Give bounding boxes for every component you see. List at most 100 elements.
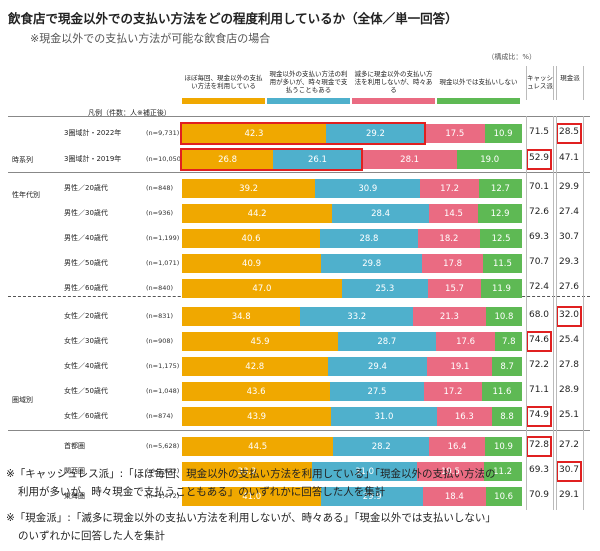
cashless-value: 72.6 (528, 207, 550, 217)
bar-segment: 28.8 (320, 229, 418, 248)
bar-segment: 45.9 (182, 332, 339, 351)
row-label: 男性／40歳代 (64, 234, 108, 242)
legend-item-2: 現金以外の支払い方法の利用が多いが、時々現金で支払うこともある (267, 66, 350, 104)
bar-segment: 16.3 (436, 407, 493, 426)
row-n: (n=908) (146, 337, 174, 345)
bar-segment: 43.9 (182, 407, 332, 426)
cash-value: 32.0 (558, 310, 580, 320)
row-n: (n=1,048) (146, 387, 180, 395)
bar-segment: 11.6 (482, 382, 522, 401)
bar-segment: 28.4 (332, 204, 429, 223)
cashless-value: 71.1 (528, 385, 550, 395)
bar-segment: 17.5 (425, 124, 485, 143)
footnote-1a: ※「キャッシュレス派」:「ほぼ毎回、現金以外の支払い方法を利用している」「現金以… (6, 468, 496, 480)
bar-segment: 42.8 (182, 357, 328, 376)
row-n: (n=1,175) (146, 362, 180, 370)
bar-segment: 44.5 (182, 437, 334, 456)
row-n: (n=936) (146, 209, 174, 217)
cashless-value: 70.9 (528, 490, 550, 500)
row-n: (n=5,628) (146, 442, 180, 450)
bar-segment: 8.8 (492, 407, 522, 426)
legend-item-3: 滅多に現金以外の支払い方法を利用しないが、時々ある (352, 66, 435, 104)
cash-value: 28.5 (558, 127, 580, 137)
bar-segment: 17.2 (420, 179, 479, 198)
bar-segment: 29.4 (327, 357, 428, 376)
cash-column-header: 現金派 (556, 66, 584, 100)
summary-column-frame (556, 116, 584, 510)
cash-value: 28.9 (558, 385, 580, 395)
cashless-value: 70.7 (528, 257, 550, 267)
bar-segment: 33.2 (300, 307, 414, 326)
highlight-box (526, 331, 552, 352)
bar-segment: 15.7 (427, 279, 482, 298)
cash-value: 29.3 (558, 257, 580, 267)
cash-value: 27.6 (558, 282, 580, 292)
row-n: (n=874) (146, 412, 174, 420)
bar-segment: 10.8 (485, 307, 523, 326)
row-n: (n=831) (146, 312, 174, 320)
section-label-2: 性年代別 (12, 191, 40, 199)
bar-segment: 19.1 (427, 357, 493, 376)
bar-segment: 30.9 (315, 179, 421, 198)
divider (8, 116, 590, 117)
row-label: 3圏域計・2022年 (64, 129, 122, 137)
highlight-box (556, 461, 582, 482)
section-label-1: 時系列 (12, 156, 33, 164)
bar-segment: 17.8 (422, 254, 483, 273)
row-label: 首都圏 (64, 442, 85, 450)
bar-segment: 12.7 (478, 179, 522, 198)
cash-value: 27.2 (558, 440, 580, 450)
bar-segment: 21.3 (413, 307, 486, 326)
legend-item-4: 現金以外では支払いしない (437, 66, 520, 104)
cash-value: 29.1 (558, 490, 580, 500)
cashless-column-header: キャッシュレス派 (526, 66, 554, 100)
row-label: 男性／60歳代 (64, 284, 108, 292)
bar-segment: 27.5 (330, 382, 424, 401)
highlight-box (526, 436, 552, 457)
cashless-value: 72.4 (528, 282, 550, 292)
cash-value: 47.1 (558, 153, 580, 163)
highlight-box (556, 123, 582, 144)
cash-value: 30.7 (558, 465, 580, 475)
highlight-box (526, 149, 552, 170)
bar-segment: 41.0 (182, 487, 322, 506)
bar-segment: 11.9 (481, 279, 522, 298)
row-label: 男性／20歳代 (64, 184, 108, 192)
bar-segment: 28.2 (333, 437, 430, 456)
highlight-box (526, 406, 552, 427)
cash-value: 25.1 (558, 410, 580, 420)
bar-segment: 31.0 (311, 462, 418, 481)
cash-value: 27.4 (558, 207, 580, 217)
bar-segment: 11.5 (482, 254, 522, 273)
highlight-box (556, 306, 582, 327)
bar-segment: 18.4 (423, 487, 486, 506)
highlight-box (180, 148, 363, 171)
bar-segment: 12.5 (479, 229, 523, 248)
bar-segment: 17.2 (423, 382, 483, 401)
summary-column-frame (526, 116, 554, 510)
divider (8, 172, 590, 173)
bar-segment: 26.8 (182, 150, 274, 169)
footnote-1b: 利用が多いが、時々現金で支払うこともある」のいずれかに回答した人を集計 (18, 486, 386, 498)
bar-segment: 43.6 (182, 382, 331, 401)
footnote-2a: ※「現金派」:「滅多に現金以外の支払い方法を利用しないが、時々ある」「現金以外で… (6, 512, 496, 524)
row-n: (n=10,050) (146, 155, 184, 163)
row-label: 女性／50歳代 (64, 387, 108, 395)
cashless-value: 72.2 (528, 360, 550, 370)
row-label: 女性／30歳代 (64, 337, 108, 345)
bar-segment: 14.5 (428, 204, 479, 223)
row-label: 男性／30歳代 (64, 209, 108, 217)
bar-segment: 19.5 (417, 462, 484, 481)
bar-segment: 39.2 (182, 179, 316, 198)
row-label: 女性／60歳代 (64, 412, 108, 420)
row-n: (n=848) (146, 184, 174, 192)
legend-item-1: ほぼ毎回、現金以外の支払い方法を利用している (182, 66, 265, 104)
legend-row-label: 凡例（件数：人※補正後） (88, 109, 171, 117)
highlight-box (180, 122, 427, 145)
cash-value: 25.4 (558, 335, 580, 345)
cash-value: 29.9 (558, 182, 580, 192)
cashless-value: 69.3 (528, 465, 550, 475)
cashless-value: 52.9 (528, 153, 550, 163)
bar-segment: 10.9 (484, 437, 522, 456)
row-n: (n=1,071) (146, 259, 180, 267)
